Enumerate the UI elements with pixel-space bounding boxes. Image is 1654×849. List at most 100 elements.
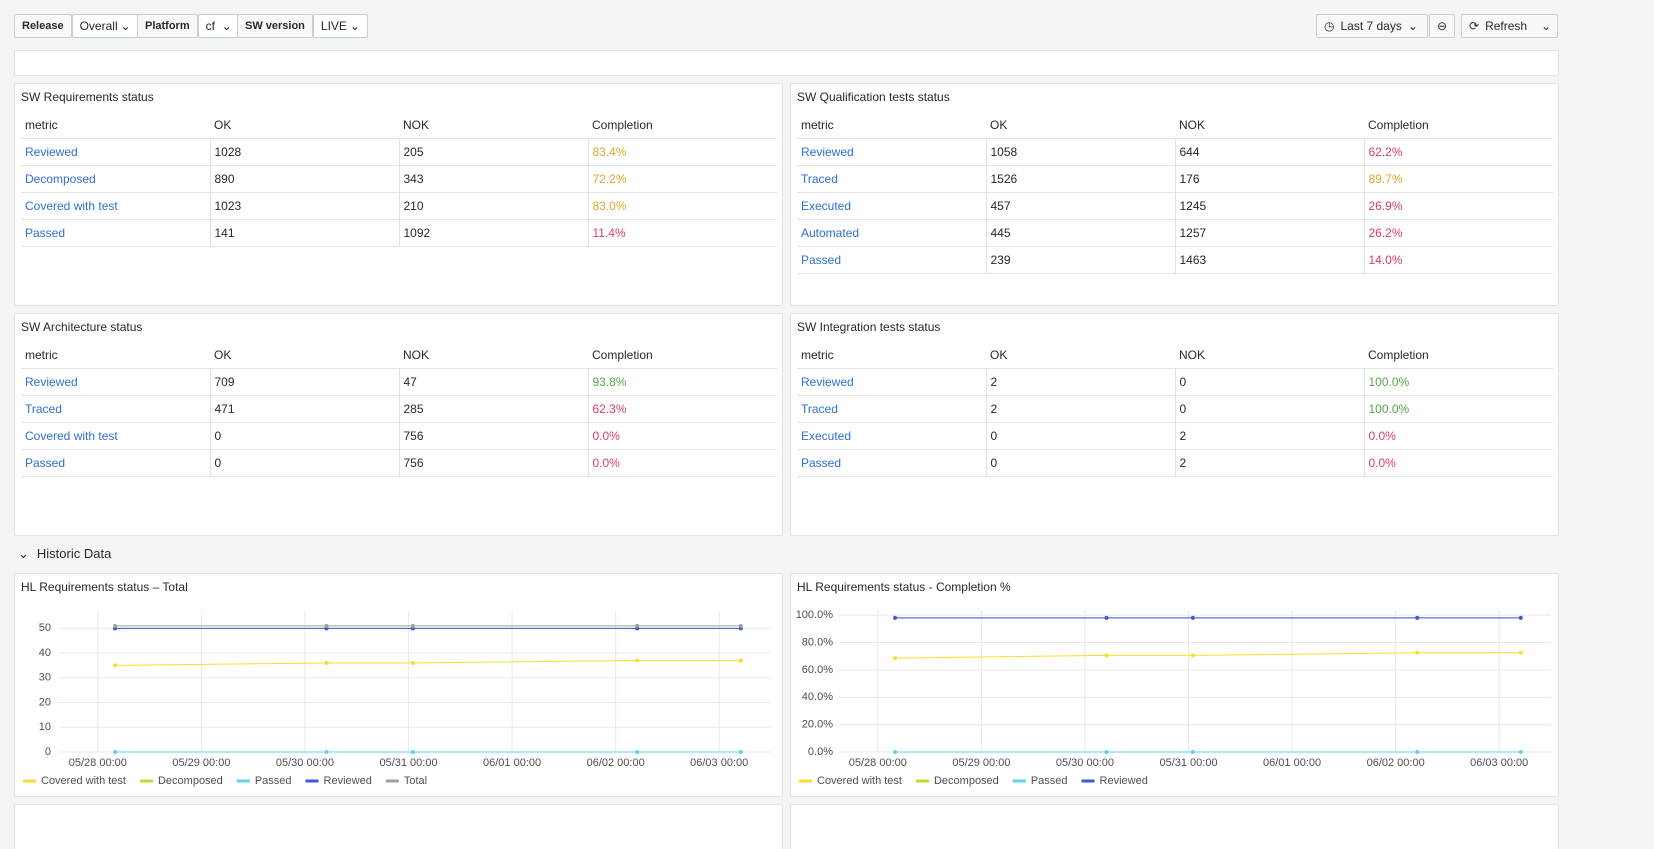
data-point: [1190, 750, 1195, 754]
data-point: [893, 656, 898, 661]
table-cell: 205: [399, 138, 589, 166]
table-cell: 285: [399, 395, 589, 423]
chart-panel: HL Requirements status - Completion % 0.0…: [790, 573, 1559, 797]
table-row: Passed 239 1463 14.0%: [797, 246, 1553, 274]
metric-link[interactable]: Covered with test: [21, 422, 211, 450]
table-cell: 2: [1175, 422, 1365, 450]
data-point: [324, 750, 329, 754]
variable-dropdown[interactable]: Overall ⌄: [71, 14, 139, 38]
column-header[interactable]: Completion: [1364, 342, 1553, 369]
data-point: [1415, 750, 1420, 754]
zoom-out[interactable]: ⊖: [1429, 14, 1455, 38]
metric-link[interactable]: Reviewed: [21, 138, 211, 166]
column-header[interactable]: OK: [986, 342, 1175, 369]
column-header[interactable]: metric: [21, 342, 210, 369]
y-tick-label: 20: [39, 696, 51, 708]
table-cell: 0.0%: [1364, 422, 1553, 450]
y-tick-label: 0: [45, 746, 51, 758]
table-row: Covered with test 1023 210 83.0%: [21, 192, 777, 220]
table-row: Executed 457 1245 26.9%: [797, 192, 1553, 220]
column-header[interactable]: OK: [986, 112, 1175, 139]
y-tick-label: 20.0%: [802, 719, 833, 731]
table-row: Traced 2 0 100.0%: [797, 395, 1553, 423]
column-header[interactable]: NOK: [1175, 342, 1364, 369]
metric-link[interactable]: Passed: [21, 219, 211, 247]
metric-link[interactable]: Traced: [797, 395, 987, 423]
column-header[interactable]: metric: [21, 112, 210, 139]
column-header[interactable]: Completion: [1364, 112, 1553, 139]
legend-label: Passed: [255, 775, 292, 787]
table-cell: 0: [210, 449, 400, 477]
data-point: [635, 623, 640, 628]
variable-value: cf: [205, 19, 215, 33]
metric-link[interactable]: Traced: [797, 165, 987, 193]
table-panel: SW Integration tests status metric OK NOK Co…: [790, 313, 1559, 536]
column-header[interactable]: NOK: [399, 112, 588, 139]
data-point: [1415, 650, 1420, 655]
table-cell: 0: [986, 449, 1176, 477]
variable-sw-version[interactable]: SW version LIVE ⌄: [237, 14, 368, 38]
table-cell: 47: [399, 368, 589, 396]
column-header[interactable]: Completion: [588, 342, 777, 369]
variable-dropdown[interactable]: cf ⌄: [197, 14, 240, 38]
metric-link[interactable]: Decomposed: [21, 165, 211, 193]
refresh-label: Refresh: [1485, 19, 1528, 33]
table-cell: 0.0%: [588, 422, 777, 450]
data-point: [1104, 653, 1109, 658]
data-point: [635, 658, 640, 663]
table-cell: 0: [1175, 368, 1365, 396]
metric-link[interactable]: Passed: [797, 449, 987, 477]
refresh-button[interactable]: ⟳ Refresh ⌄: [1461, 14, 1558, 38]
empty-panel: [14, 50, 1559, 76]
table-cell: 210: [399, 192, 589, 220]
variable-platform[interactable]: Platform cf ⌄: [137, 14, 240, 38]
column-header[interactable]: NOK: [1175, 112, 1364, 139]
table-row: Covered with test 0 756 0.0%: [21, 422, 777, 450]
panel-title: SW Architecture status: [21, 320, 143, 334]
variable-release[interactable]: Release Overall ⌄: [14, 14, 139, 38]
table-row: Automated 445 1257 26.2%: [797, 219, 1553, 247]
table-row: Executed 0 2 0.0%: [797, 422, 1553, 450]
table-cell: 0.0%: [1364, 449, 1553, 477]
time-picker[interactable]: ◷ Last 7 days ⌄: [1316, 14, 1428, 38]
variable-dropdown[interactable]: LIVE ⌄: [312, 14, 368, 38]
row-header[interactable]: ⌄ Historic Data: [18, 546, 111, 562]
table-cell: 14.0%: [1364, 246, 1553, 274]
metric-link[interactable]: Passed: [797, 246, 987, 274]
metric-link[interactable]: Passed: [21, 449, 211, 477]
column-header[interactable]: metric: [797, 342, 986, 369]
row-title: Historic Data: [36, 546, 112, 561]
variable-value: LIVE: [320, 19, 347, 33]
metric-link[interactable]: Covered with test: [21, 192, 211, 220]
metric-link[interactable]: Reviewed: [797, 138, 987, 166]
column-header[interactable]: OK: [210, 342, 399, 369]
metric-link[interactable]: Executed: [797, 422, 987, 450]
column-header[interactable]: OK: [210, 112, 399, 139]
data-point: [635, 750, 640, 754]
metric-link[interactable]: Reviewed: [797, 368, 987, 396]
x-tick-label: 06/02 00:00: [1367, 757, 1425, 769]
table-row: Traced 471 285 62.3%: [21, 395, 777, 423]
header-row: metric OK NOK Completion: [797, 342, 1553, 369]
column-header[interactable]: metric: [797, 112, 986, 139]
metric-link[interactable]: Reviewed: [21, 368, 211, 396]
metric-link[interactable]: Automated: [797, 219, 987, 247]
column-header[interactable]: Completion: [588, 112, 777, 139]
x-tick-label: 05/30 00:00: [276, 757, 334, 769]
metric-link[interactable]: Traced: [21, 395, 211, 423]
x-tick-label: 06/01 00:00: [483, 757, 541, 769]
table-cell: 100.0%: [1364, 368, 1553, 396]
data-point: [410, 623, 415, 628]
metric-link[interactable]: Executed: [797, 192, 987, 220]
data-point: [893, 750, 898, 754]
data-point: [324, 660, 329, 665]
x-tick-label: 05/29 00:00: [952, 757, 1010, 769]
table-cell: 1028: [210, 138, 400, 166]
chevron: ⌄: [120, 19, 131, 33]
chevron: ⌄: [221, 19, 232, 33]
y-tick-label: 80.0%: [802, 636, 833, 648]
x-tick-label: 05/31 00:00: [379, 757, 437, 769]
column-header[interactable]: NOK: [399, 342, 588, 369]
table-cell: 83.4%: [588, 138, 777, 166]
